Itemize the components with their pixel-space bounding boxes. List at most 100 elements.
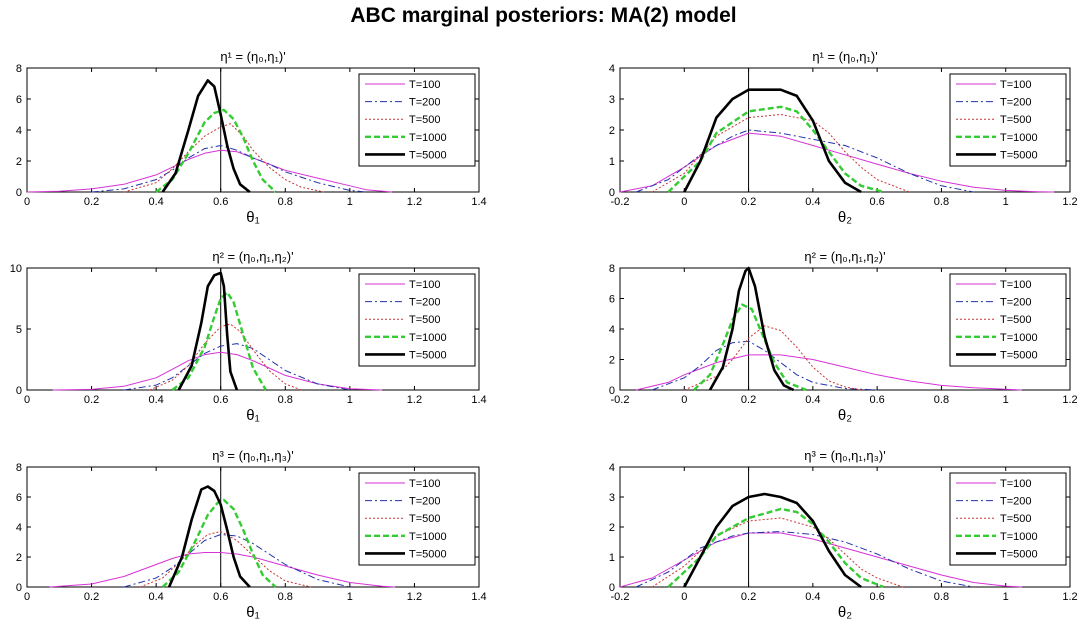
y-tick-label: 8 [16, 63, 22, 75]
x-tick-label: 0 [681, 591, 687, 603]
legend: T=100 T=200 T=500 T=1000 T=5000 [358, 273, 476, 367]
legend-label: T=1000 [1000, 332, 1038, 344]
x-tick-label: 0.4 [148, 394, 163, 406]
y-tick-label: 2 [16, 552, 22, 564]
series-line-t5000 [683, 88, 862, 194]
legend-label: T=200 [1000, 496, 1032, 508]
legend: T=100 T=200 T=500 T=1000 T=5000 [949, 472, 1067, 566]
x-tick-label: 0.2 [741, 394, 756, 406]
x-tick-label: 0.8 [934, 196, 949, 208]
x-tick-label: 0.6 [869, 394, 884, 406]
x-tick-label: 1.2 [1062, 196, 1077, 208]
legend: T=100 T=200 T=500 T=1000 T=5000 [358, 73, 476, 167]
legend-label: T=100 [1000, 478, 1032, 490]
legend: T=100 T=200 T=500 T=1000 T=5000 [949, 273, 1067, 367]
x-tick-label: 0.4 [148, 196, 163, 208]
legend: T=100 T=200 T=500 T=1000 T=5000 [358, 472, 476, 566]
x-tick-label: 0.8 [278, 591, 293, 603]
series-line-t1000 [693, 303, 807, 392]
legend-box [358, 273, 476, 367]
series-line-t5000 [683, 492, 862, 589]
panel-title: η¹ = (η₀,η₁)' [812, 49, 877, 64]
series-line-t1000 [161, 498, 277, 588]
series-line-t500 [139, 531, 312, 588]
y-tick-label: 6 [16, 94, 22, 106]
series-line-t1000 [155, 108, 277, 193]
legend-box [358, 472, 476, 566]
y-tick-label: 6 [16, 492, 22, 504]
legend-label: T=500 [1000, 513, 1032, 525]
y-tick-label: 2 [609, 522, 615, 534]
panel-title: η³ = (η₀,η₁,η₃)' [212, 448, 294, 463]
legend-label: T=100 [1000, 79, 1032, 91]
y-tick-label: 5 [16, 324, 22, 336]
x-tick-label: 0.2 [84, 196, 99, 208]
series-line-t500 [123, 123, 325, 193]
y-tick-label: 4 [16, 522, 22, 534]
legend-box [949, 73, 1067, 167]
x-tick-label: 0.8 [934, 591, 949, 603]
series-line-t100 [49, 552, 396, 588]
x-tick-label: 0.8 [278, 394, 293, 406]
x-axis-label: θ₂ [838, 407, 852, 424]
legend-label: T=200 [409, 297, 441, 309]
legend-label: T=100 [1000, 279, 1032, 291]
x-axis-label: θ₂ [838, 604, 852, 621]
legend-label: T=500 [409, 114, 441, 126]
legend-label: T=5000 [409, 349, 447, 361]
legend-label: T=500 [409, 513, 441, 525]
y-tick-label: 8 [609, 263, 615, 275]
x-tick-label: -0.2 [611, 196, 630, 208]
legend-label: T=500 [1000, 114, 1032, 126]
legend: T=100 T=200 T=500 T=1000 T=5000 [949, 73, 1067, 167]
series-line-t200 [651, 340, 878, 391]
y-tick-label: 0 [609, 582, 615, 594]
y-tick-label: 0 [16, 582, 22, 594]
x-tick-label: 0.8 [278, 196, 293, 208]
x-tick-label: 0.4 [805, 196, 820, 208]
y-tick-label: 0 [16, 187, 22, 199]
x-axis-label: θ₂ [838, 209, 852, 226]
x-tick-label: 0.6 [213, 196, 228, 208]
x-tick-label: 1.2 [407, 591, 422, 603]
y-tick-label: 4 [16, 125, 22, 137]
x-tick-label: -0.2 [611, 591, 630, 603]
x-tick-label: 0.6 [869, 591, 884, 603]
legend-label: T=1000 [409, 531, 447, 543]
legend-box [949, 472, 1067, 566]
x-tick-label: 0.4 [805, 394, 820, 406]
x-tick-label: 0.2 [741, 591, 756, 603]
x-tick-label: 1 [347, 591, 353, 603]
x-tick-label: 0.2 [741, 196, 756, 208]
x-axis-label: θ₁ [246, 604, 259, 621]
x-tick-label: 0.2 [84, 591, 99, 603]
x-tick-label: 1 [1003, 196, 1009, 208]
legend-label: T=5000 [1000, 349, 1038, 361]
x-tick-label: 0 [681, 394, 687, 406]
legend-label: T=100 [409, 478, 441, 490]
series-line-t500 [684, 325, 862, 391]
y-tick-label: 4 [609, 63, 615, 75]
legend-label: T=5000 [1000, 149, 1038, 161]
y-tick-label: 0 [16, 385, 22, 397]
x-tick-label: 1 [347, 394, 353, 406]
x-tick-label: 1.2 [1062, 394, 1077, 406]
legend-label: T=200 [1000, 297, 1032, 309]
series-line-t200 [635, 129, 974, 193]
legend-label: T=200 [1000, 97, 1032, 109]
series-line-t5000 [161, 79, 251, 194]
series-line-t500 [651, 517, 904, 588]
x-axis-label: θ₁ [246, 407, 259, 424]
panel-3: 0 0.2 0.4 0.6 0.8 1 1.2 1.4 0 5 10 η² = (η₀,η₁,η₂)'… [10, 249, 487, 424]
series-line-t100 [635, 354, 1022, 391]
series-line-t100 [619, 132, 1054, 193]
series-line-t1000 [667, 105, 884, 194]
x-tick-label: 0.2 [84, 394, 99, 406]
y-tick-label: 8 [16, 462, 22, 474]
x-tick-label: 1.4 [471, 591, 486, 603]
x-tick-label: 0.6 [213, 591, 228, 603]
panel-title: η² = (η₀,η₁,η₂)' [804, 249, 885, 264]
